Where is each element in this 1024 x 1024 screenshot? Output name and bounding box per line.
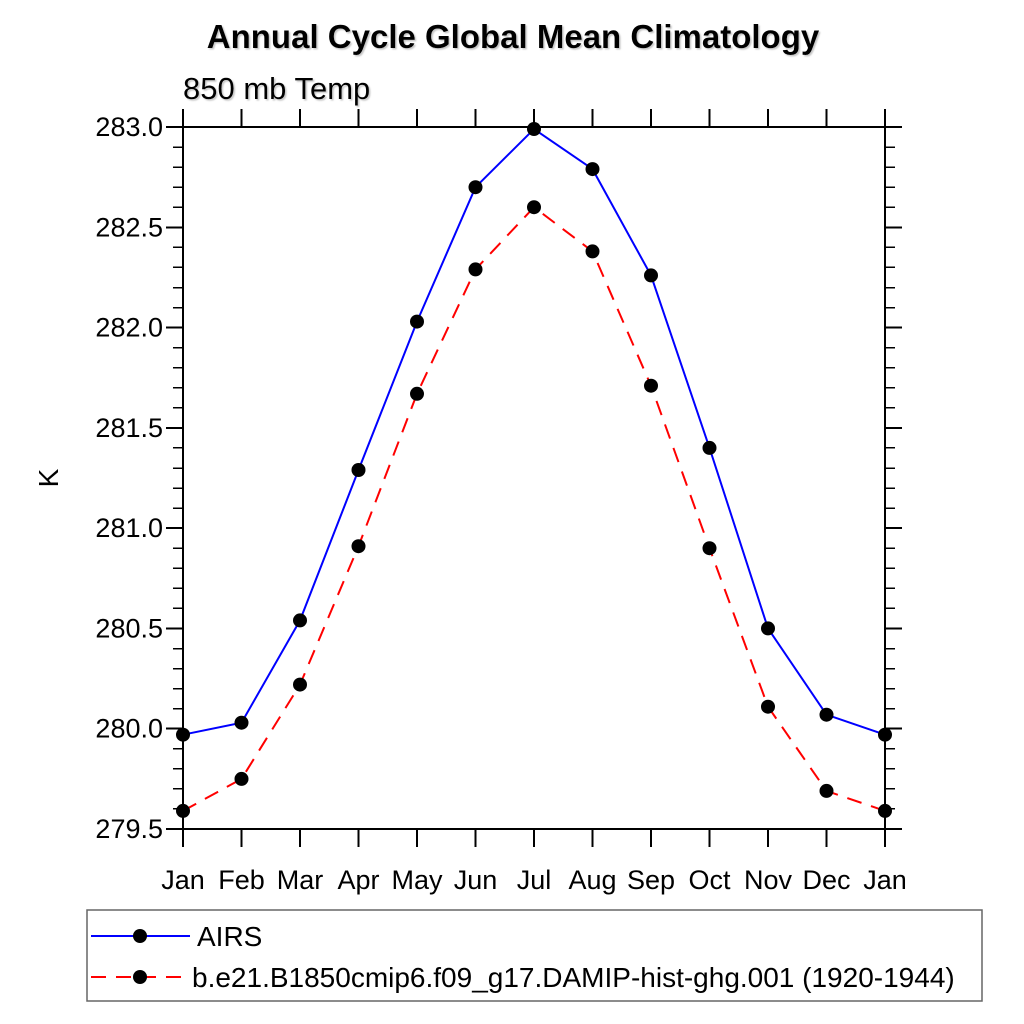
data-point-model — [234, 771, 249, 786]
data-point-model — [878, 803, 892, 818]
data-point-airs — [293, 613, 307, 628]
data-point-model — [702, 541, 717, 556]
data-point-airs — [644, 268, 658, 283]
legend-marker — [133, 929, 147, 943]
y-tick-label: 281.5 — [95, 413, 163, 443]
data-point-airs — [468, 180, 483, 195]
data-point-model — [585, 244, 600, 259]
y-tick-label: 280.5 — [95, 613, 163, 643]
x-tick-label: May — [391, 865, 443, 895]
data-point-airs — [234, 715, 249, 730]
data-point-model — [410, 386, 424, 401]
data-point-model — [176, 803, 190, 818]
data-point-model — [468, 262, 483, 277]
y-tick-label: 282.5 — [95, 212, 163, 242]
data-point-airs — [819, 707, 834, 722]
x-tick-label: Apr — [337, 865, 379, 895]
y-tick-label: 282.0 — [95, 313, 163, 343]
y-tick-label: 283.0 — [95, 112, 163, 142]
series-airs-line — [182, 127, 886, 736]
data-point-airs — [410, 314, 424, 329]
x-tick-label: Jul — [517, 865, 552, 895]
x-tick-label: Jun — [454, 865, 498, 895]
data-point-airs — [585, 162, 600, 177]
x-tick-label: Mar — [277, 865, 324, 895]
legend-samples — [91, 929, 190, 984]
data-point-model — [351, 539, 366, 554]
chart-title: Annual Cycle Global Mean Climatology — [207, 18, 820, 55]
data-point-airs — [702, 440, 717, 455]
x-tick-label: Oct — [688, 865, 731, 895]
x-tick-label: Aug — [568, 865, 616, 895]
x-tick-label: Sep — [627, 865, 675, 895]
data-point-airs — [878, 727, 892, 742]
y-axis-label: K — [33, 468, 64, 487]
y-tick-label: 279.5 — [95, 814, 163, 844]
series-model-line — [182, 205, 886, 812]
data-point-model — [644, 378, 658, 393]
plot-axes: Jan Feb Mar Apr May Jun Jul Aug Sep Oct Nov Dec Jan 2… — [95, 109, 907, 895]
data-point-airs — [176, 727, 190, 742]
y-tick-label: 280.0 — [95, 714, 163, 744]
x-tick-label: Feb — [218, 865, 265, 895]
data-point-model — [761, 699, 775, 714]
legend: AIRS b.e21.B1850cmip6.f09_g17.DAMIP-hist… — [86, 909, 983, 1002]
legend-marker — [133, 970, 147, 984]
x-tick-label: Dec — [802, 865, 850, 895]
series-model — [176, 200, 892, 818]
plot-border — [182, 126, 886, 830]
legend-entry-airs — [91, 929, 190, 943]
data-point-airs — [527, 122, 541, 136]
legend-label-model: b.e21.B1850cmip6.f09_g17.DAMIP-hist-ghg.… — [192, 962, 955, 993]
legend-box — [86, 909, 983, 1002]
series-airs — [176, 122, 892, 742]
legend-entry-model — [91, 970, 190, 984]
series-group — [176, 122, 892, 818]
x-tick-label: Nov — [744, 865, 793, 895]
legend-label-airs: AIRS — [197, 921, 262, 952]
data-point-airs — [761, 621, 775, 636]
data-point-model — [293, 677, 307, 692]
y-tick-label: 281.0 — [95, 513, 163, 543]
chart-subtitle: 850 mb Temp — [183, 71, 370, 106]
data-point-model — [819, 783, 834, 798]
x-tick-label: Jan — [161, 865, 205, 895]
x-tick-label: Jan — [863, 865, 907, 895]
data-point-model — [527, 200, 541, 215]
data-point-airs — [351, 463, 366, 477]
